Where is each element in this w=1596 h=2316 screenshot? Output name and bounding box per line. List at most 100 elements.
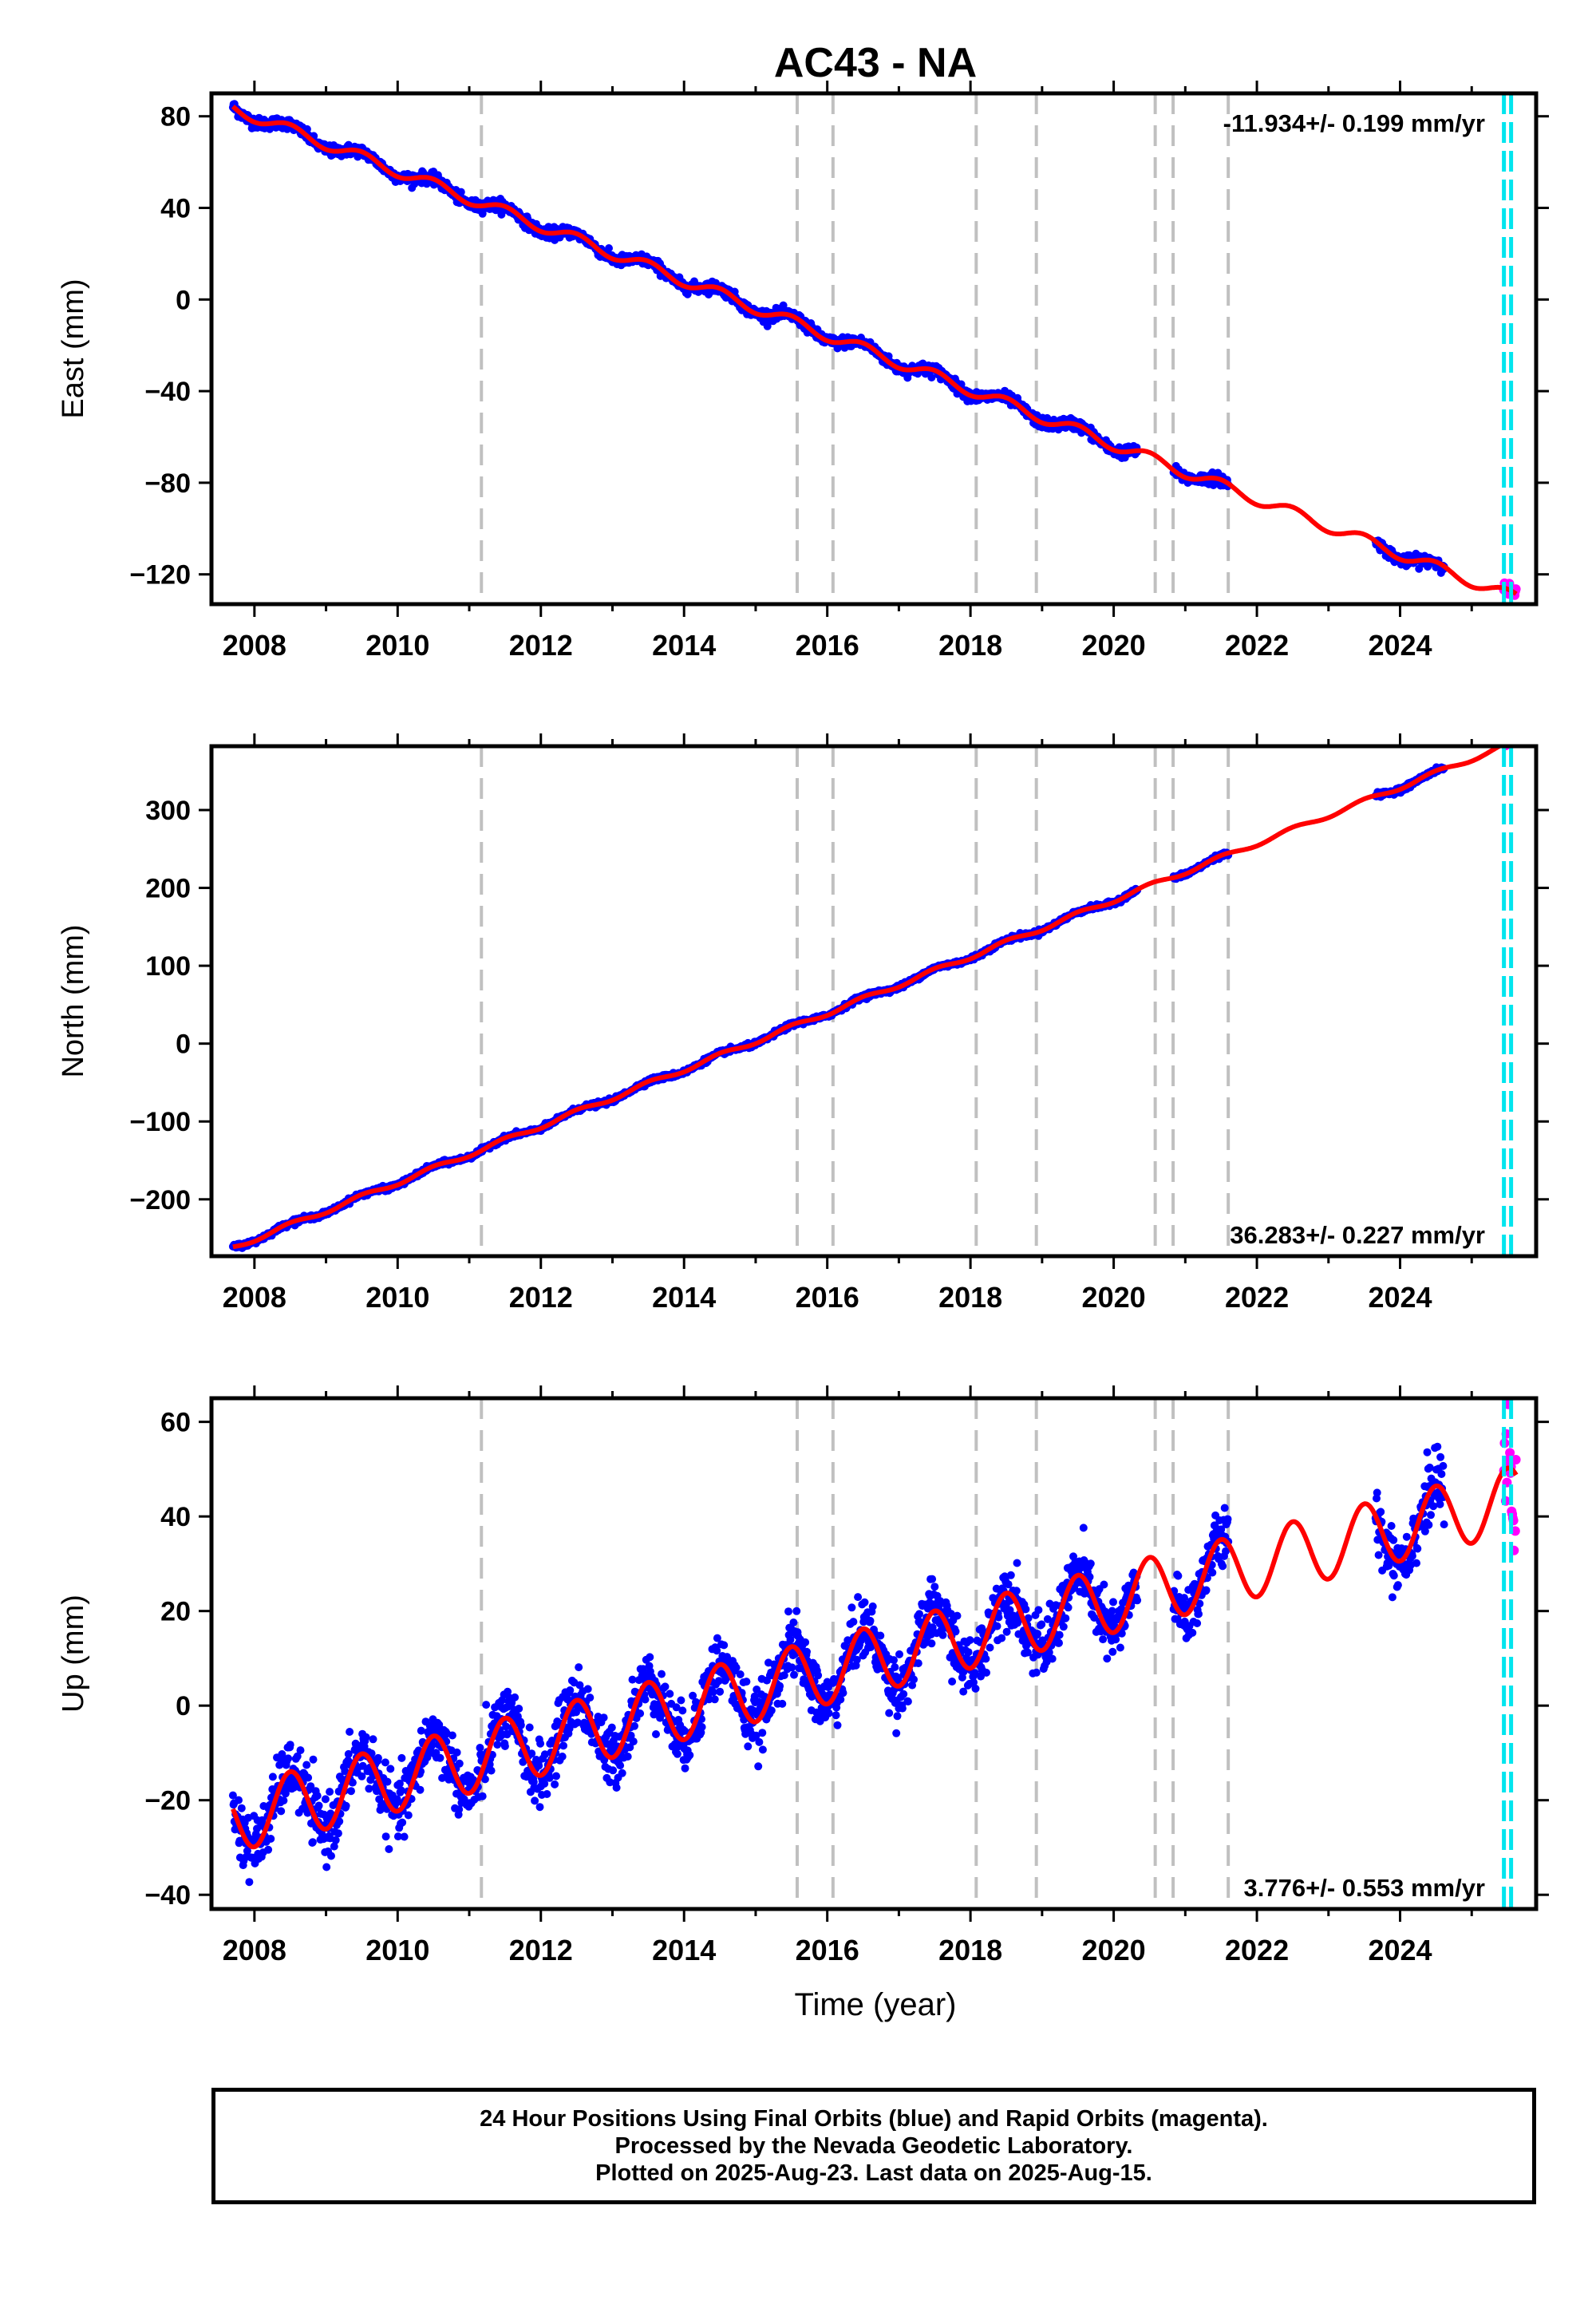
data-point [268, 1773, 277, 1781]
model-line [232, 746, 1505, 1250]
data-point [779, 301, 788, 310]
data-point [334, 1829, 342, 1838]
data-point [482, 1701, 491, 1709]
data-point [586, 1694, 595, 1702]
x-tick-label: 2014 [652, 629, 716, 662]
data-point [455, 1759, 464, 1768]
data-point [397, 1753, 406, 1762]
data-point [599, 1713, 608, 1722]
data-point [237, 1804, 246, 1812]
x-tick-label: 2022 [1225, 629, 1289, 662]
data-point [417, 1726, 425, 1735]
x-tick-label: 2012 [509, 1281, 573, 1314]
data-point [347, 1787, 355, 1796]
data-point [326, 1788, 334, 1796]
data-point [381, 1832, 390, 1841]
data-point [487, 1766, 496, 1775]
x-tick-label: 2010 [365, 629, 429, 662]
data-point [525, 1723, 534, 1732]
data-point [398, 1818, 407, 1827]
rapid-point [1511, 733, 1521, 743]
y-tick-label: 0 [176, 1030, 191, 1060]
data-point [552, 1772, 560, 1780]
rapid-point [1507, 736, 1516, 745]
data-point [536, 1739, 545, 1748]
rapid-point [1511, 736, 1520, 745]
data-point [531, 1796, 539, 1805]
rapid-point [1502, 736, 1511, 745]
data-point [267, 1835, 275, 1843]
x-tick-label: 2016 [796, 629, 859, 662]
data-point [535, 1761, 543, 1770]
data-point [493, 1741, 502, 1749]
data-point [331, 1836, 340, 1844]
y-tick-label: −200 [129, 1185, 191, 1215]
data-point [456, 188, 465, 196]
data-point [543, 1790, 551, 1798]
data-point [314, 1801, 323, 1810]
data-point [381, 1758, 389, 1767]
data-point [551, 1780, 559, 1788]
data-point [279, 1796, 288, 1805]
rapid-point [1509, 734, 1519, 744]
data-point [448, 1731, 456, 1740]
x-tick-label: 2020 [1082, 629, 1146, 662]
data-point [308, 1838, 317, 1847]
x-tick-label: 2008 [223, 1281, 286, 1314]
data-point [264, 1845, 273, 1854]
data-point [566, 1686, 575, 1694]
y-axis-label: East (mm) [57, 279, 90, 418]
data-point [321, 1795, 330, 1804]
data-point [369, 1735, 377, 1744]
data-point [500, 1742, 509, 1750]
rate-label: -11.934+/- 0.199 mm/yr [1223, 109, 1485, 137]
data-point [284, 1754, 293, 1763]
data-point [235, 1796, 243, 1804]
x-tick-label: 2008 [223, 629, 286, 662]
chart-title: AC43 - NA [774, 40, 977, 86]
rapid-point [1508, 734, 1518, 744]
y-axis-label: North (mm) [57, 924, 90, 1077]
data-point [478, 1792, 487, 1800]
data-point [535, 1803, 544, 1812]
x-tick-label: 2010 [365, 1281, 429, 1314]
data-point [313, 1792, 322, 1800]
data-point [365, 1784, 373, 1793]
data-point [583, 1685, 592, 1694]
x-tick-label: 2018 [938, 629, 1002, 662]
data-point [383, 1777, 392, 1786]
data-point [609, 1766, 618, 1775]
data-point [373, 1753, 382, 1762]
data-point [342, 1801, 350, 1810]
y-tick-label: 80 [160, 102, 191, 132]
data-point [605, 244, 613, 252]
data-point [575, 1663, 583, 1672]
data-point [515, 1705, 523, 1713]
data-point [327, 1852, 335, 1860]
x-tick-label: 2014 [652, 1281, 716, 1314]
data-point [452, 1748, 461, 1757]
x-tick-label: 2024 [1368, 629, 1432, 662]
y-tick-label: −120 [129, 560, 191, 591]
data-point [302, 1761, 311, 1769]
data-point [309, 1755, 318, 1764]
model-line [231, 105, 1518, 596]
rapid-point [1509, 736, 1519, 745]
data-point [404, 1811, 413, 1820]
y-tick-label: 300 [145, 796, 191, 826]
x-tick-label: 2012 [509, 629, 573, 662]
data-point [386, 1765, 395, 1773]
y-tick-label: 200 [145, 874, 191, 904]
data-point [763, 322, 772, 330]
x-tick-label: 2022 [1225, 1281, 1289, 1314]
data-point [416, 1785, 425, 1794]
data-point [400, 1832, 409, 1841]
y-tick-label: 100 [145, 951, 191, 982]
data-point [559, 1741, 567, 1750]
plot-frame [209, 91, 1539, 607]
